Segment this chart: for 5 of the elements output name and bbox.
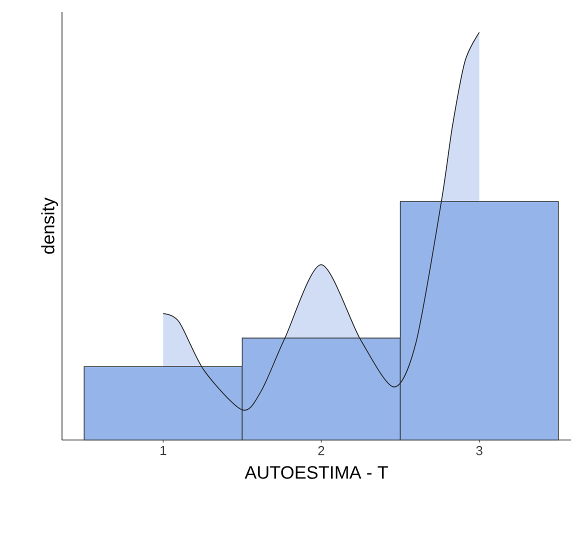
x-tick-label: 2 <box>318 446 324 456</box>
x-tick-label: 3 <box>476 446 482 456</box>
x-tick-label: 1 <box>160 446 166 455</box>
y-axis-title: density <box>41 198 58 254</box>
x-axis-title: AUTOESTIMA - T <box>244 466 388 479</box>
